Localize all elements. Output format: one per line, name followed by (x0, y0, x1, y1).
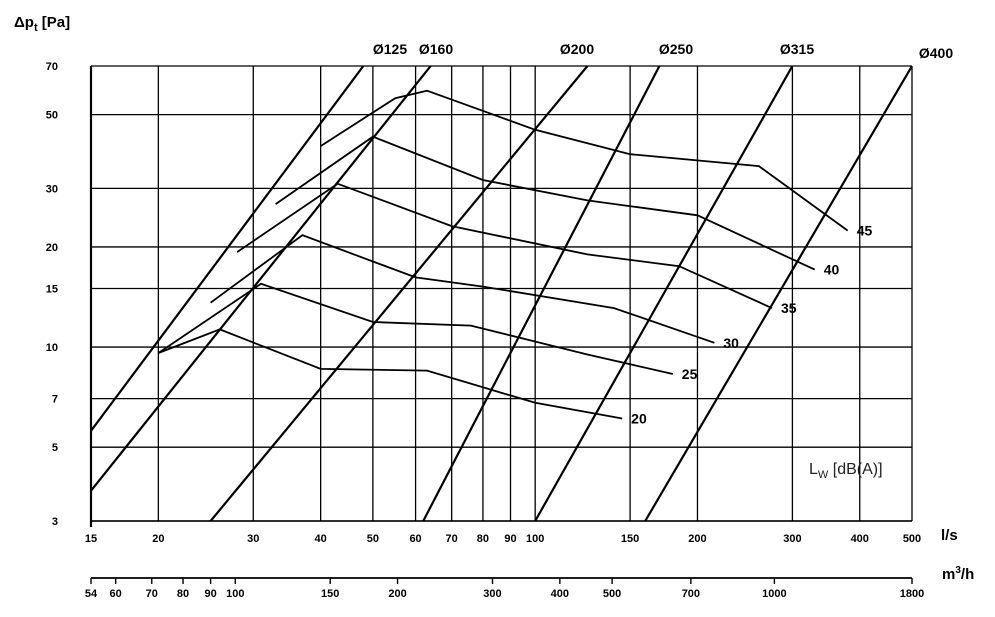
sound-level-label: 20 (631, 410, 647, 426)
y-tick-label: 7 (52, 394, 58, 406)
y-tick-label: 70 (46, 61, 58, 73)
duct-line (644, 66, 912, 521)
y-tick-label: 5 (52, 442, 58, 454)
labels: Δpt [Pa] l/s m3/h LW [dB(A)] (14, 14, 974, 583)
x-tick-label: 150 (621, 533, 639, 545)
sound-level-curve (275, 135, 816, 271)
sound-level-label: 35 (781, 300, 797, 316)
x-axis-title: l/s (941, 527, 958, 544)
x-tick-label: 15 (85, 533, 97, 545)
x2-tick-label: 60 (110, 588, 122, 600)
x-tick-label: 90 (504, 533, 516, 545)
sound-power-note: LW [dB(A)] (809, 461, 883, 481)
duct-line (91, 66, 432, 492)
x2-tick-label: 1800 (900, 588, 924, 600)
y-axis-title: Δpt [Pa] (14, 14, 70, 34)
axes: 15 20 30 40 50 60 70 80 90 100 150 200 300 400 5003571… (46, 61, 924, 600)
x2-tick-label: 700 (682, 588, 700, 600)
x-tick-label: 300 (783, 533, 801, 545)
x-tick-label: 400 (851, 533, 869, 545)
x2-tick-label: 1000 (762, 588, 786, 600)
x2-tick-label: 400 (551, 588, 569, 600)
x2-tick-label: 90 (204, 588, 216, 600)
x2-tick-label: 200 (388, 588, 406, 600)
sound-level-label: 45 (857, 223, 873, 239)
duct-diameter-label: Ø400 (919, 45, 953, 61)
duct-line (534, 66, 794, 521)
grid-layer (90, 65, 913, 522)
duct-line (209, 66, 589, 521)
sound-level-curve (320, 89, 849, 232)
sound-level-curve (236, 182, 773, 309)
y-tick-label: 15 (46, 284, 58, 296)
x2-tick-label: 500 (603, 588, 621, 600)
sound-level-curves: 20 25 30 35 40 45 (157, 89, 873, 426)
duct-diameter-label: Ø200 (560, 41, 594, 57)
x2-tick-label: 80 (177, 588, 189, 600)
x-tick-label: 80 (477, 533, 489, 545)
duct-line (91, 66, 365, 432)
duct-line-group (91, 66, 912, 521)
x-tick-label: 50 (367, 533, 379, 545)
duct-lines: Ø125 Ø160 Ø200 Ø250 Ø315 Ø400 (91, 41, 953, 521)
x-tick-label: 500 (903, 533, 921, 545)
sound-level-curve (158, 328, 623, 420)
x2-axis-title: m3/h (942, 565, 974, 583)
sound-level-label: 25 (682, 366, 698, 382)
x-tick-label: 70 (446, 533, 458, 545)
duct-diameter-label: Ø125 (373, 41, 407, 57)
x-tick-label: 60 (409, 533, 421, 545)
x-tick-label: 40 (315, 533, 327, 545)
sound-level-label: 30 (723, 335, 739, 351)
x-tick-label: 30 (247, 533, 259, 545)
sound-level-curve (157, 282, 674, 375)
y-tick-label: 20 (46, 242, 58, 254)
x2-tick-label: 300 (483, 588, 501, 600)
y-tick-label: 30 (46, 183, 58, 195)
x-tick-label: 100 (526, 533, 544, 545)
x2-tick-label: 150 (321, 588, 339, 600)
y-tick-label: 50 (46, 110, 58, 122)
x2-tick-label: 54 (85, 588, 98, 600)
duct-diameter-label: Ø315 (780, 41, 814, 57)
y-tick-label: 10 (46, 342, 58, 354)
duct-line (422, 66, 661, 521)
y-tick-label: 3 (52, 516, 58, 528)
x-tick-label: 20 (152, 533, 164, 545)
x2-tick-label: 70 (146, 588, 158, 600)
duct-diameter-label: Ø160 (419, 41, 453, 57)
x2-tick-label: 100 (226, 588, 244, 600)
sound-level-curve (210, 234, 715, 344)
duct-diameter-label: Ø250 (659, 41, 693, 57)
sound-level-label: 40 (824, 262, 840, 278)
x-tick-label: 200 (688, 533, 706, 545)
